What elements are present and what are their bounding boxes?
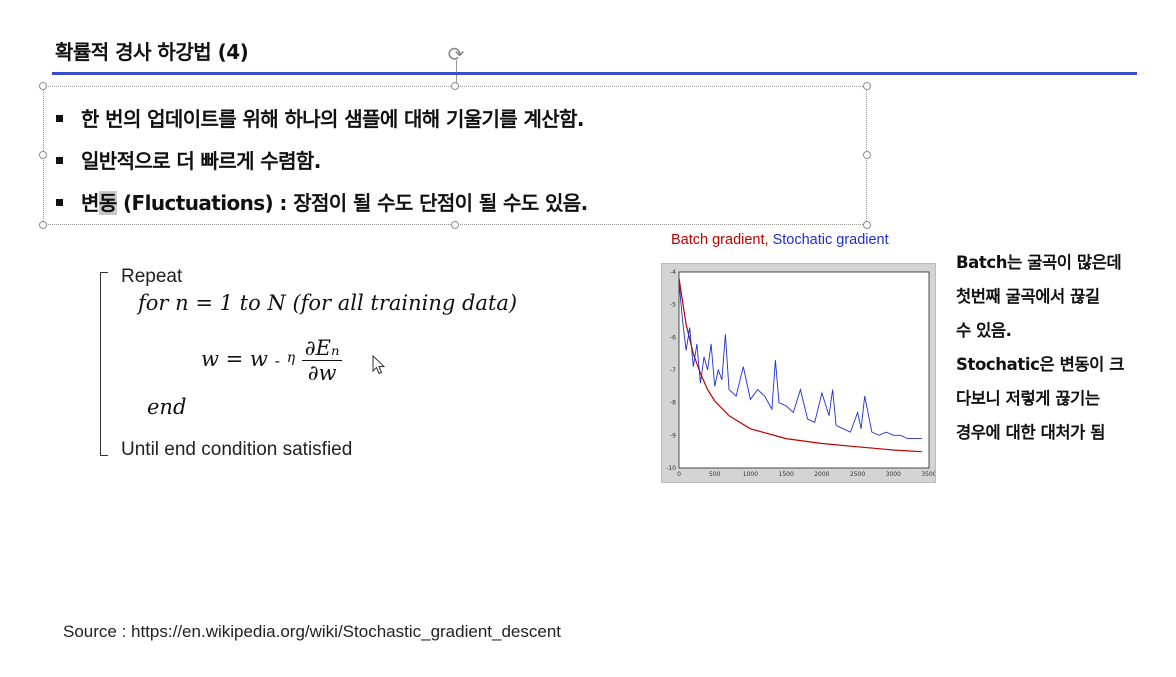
source-citation: Source : https://en.wikipedia.org/wiki/S… — [63, 622, 561, 641]
bullet-text-rest: (Fluctuations) : 장점이 될 수도 단점이 될 수도 있음. — [116, 191, 588, 215]
algorithm-repeat: Repeat — [121, 266, 183, 287]
y-tick-label: -10 — [666, 465, 676, 472]
note-line: Stochatic은 변동이 크 — [956, 355, 1125, 374]
resize-handle-left[interactable] — [39, 151, 47, 159]
note-line: 첫번째 굴곡에서 끊길 — [956, 287, 1100, 306]
bullet-marker — [56, 199, 63, 206]
fraction-numerator: ∂Eₙ — [301, 336, 343, 361]
batch-gradient-line — [678, 278, 922, 453]
x-tick-label: 2500 — [850, 471, 865, 478]
bullet-text: 일반적으로 더 빠르게 수렴함. — [81, 149, 321, 173]
y-tick-label: -9 — [670, 432, 676, 439]
algorithm-bracket — [100, 272, 108, 456]
algorithm-until: Until end condition satisfied — [121, 439, 353, 460]
text-selection-highlight: 동 — [98, 191, 117, 215]
chart-image[interactable]: -4 -5 -6 -7 -8 -9 -10 0 500 1000 1500 2000 2500 3000… — [661, 263, 937, 483]
x-tick-label: 0 — [677, 471, 681, 478]
update-lhs: w = w — [201, 347, 268, 371]
learning-rate-eta: η — [286, 350, 296, 366]
fraction-denominator: ∂w — [307, 361, 337, 385]
resize-handle-top-right[interactable] — [863, 82, 871, 90]
y-tick-label: -5 — [670, 302, 676, 309]
resize-handle-bottom-right[interactable] — [863, 221, 871, 229]
stochastic-gradient-line — [678, 281, 922, 440]
bullet-marker — [56, 157, 63, 164]
x-tick-label: 500 — [709, 471, 721, 478]
caption-batch: Batch gradient, — [671, 232, 769, 248]
y-tick-label: -4 — [670, 269, 676, 276]
x-tick-label: 3500 — [921, 471, 935, 478]
bullet-item[interactable]: 한 번의 업데이트를 위해 하나의 샘플에 대해 기울기를 계산함. — [56, 103, 585, 132]
x-tick-label: 1000 — [743, 471, 758, 478]
algorithm-for-line: for n = 1 to N (for all training data) — [138, 291, 518, 315]
note-line: 다보니 저렇게 끊기는 — [956, 389, 1100, 408]
y-tick-labels: -4 -5 -6 -7 -8 -9 -10 — [666, 269, 676, 472]
y-tick-label: -8 — [670, 400, 676, 407]
bullet-item[interactable]: 일반적으로 더 빠르게 수렴함. — [56, 145, 321, 174]
resize-handle-bottom[interactable] — [451, 221, 459, 229]
title-underline — [52, 72, 1137, 75]
side-note: Batch는 굴곡이 많은데 첫번째 굴곡에서 끊길 수 있음. Stochat… — [956, 246, 1171, 450]
bullet-text: 한 번의 업데이트를 위해 하나의 샘플에 대해 기울기를 계산함. — [81, 107, 585, 131]
x-tick-labels: 0 500 1000 1500 2000 2500 3000 3500 — [677, 471, 937, 478]
chart-caption: Batch gradient, Stochatic gradient — [671, 232, 889, 248]
convergence-chart: -4 -5 -6 -7 -8 -9 -10 0 500 1000 1500 2000 2500 3000… — [666, 269, 937, 478]
note-line: 수 있음. — [956, 321, 1012, 340]
slide-title: 확률적 경사 하강법 (4) — [55, 40, 249, 64]
series-lines — [678, 278, 922, 453]
note-line: 경우에 대한 대처가 됨 — [956, 423, 1106, 442]
rotate-handle-icon[interactable]: ⟳ — [447, 42, 465, 66]
update-rule: w = w - η ∂Eₙ ∂w — [201, 336, 343, 385]
plot-area — [678, 271, 930, 469]
resize-handle-right[interactable] — [863, 151, 871, 159]
note-line: Batch는 굴곡이 많은데 — [956, 253, 1122, 272]
resize-handle-bottom-left[interactable] — [39, 221, 47, 229]
bullet-marker — [56, 115, 63, 122]
y-tick-label: -7 — [670, 367, 676, 374]
caption-stochastic: Stochatic gradient — [772, 232, 889, 248]
x-tick-label: 3000 — [886, 471, 901, 478]
y-tick-label: -6 — [670, 334, 676, 341]
mouse-pointer-icon — [372, 355, 386, 375]
gradient-fraction: ∂Eₙ ∂w — [301, 336, 343, 385]
algorithm-end: end — [147, 395, 187, 419]
update-minus: - — [274, 351, 280, 370]
bullet-item[interactable]: 변동 (Fluctuations) : 장점이 될 수도 단점이 될 수도 있음… — [56, 187, 588, 216]
x-tick-label: 2000 — [814, 471, 829, 478]
resize-handle-top[interactable] — [451, 82, 459, 90]
bullet-text: 변 — [81, 191, 99, 215]
x-tick-label: 1500 — [779, 471, 794, 478]
resize-handle-top-left[interactable] — [39, 82, 47, 90]
